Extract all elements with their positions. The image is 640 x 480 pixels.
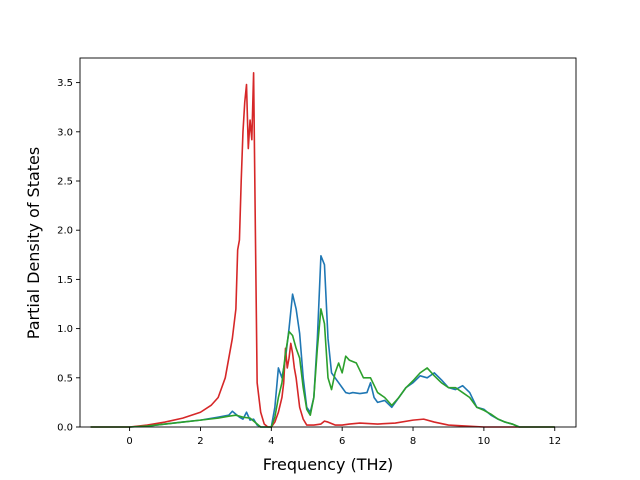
y-tick-label: 2.5 <box>57 177 73 188</box>
x-axis-ticks: 0 2 4 6 8 10 12 <box>126 427 561 447</box>
y-tick-label: 0.0 <box>57 423 73 434</box>
x-tick-label: 2 <box>197 436 203 447</box>
y-axis-ticks: 0.0 0.5 1.0 1.5 2.0 2.5 3.0 3.5 <box>57 78 80 434</box>
x-axis-label: Frequency (THz) <box>263 455 393 474</box>
x-tick-label: 4 <box>268 436 274 447</box>
x-tick-label: 6 <box>339 436 345 447</box>
x-tick-label: 8 <box>410 436 416 447</box>
axes-frame <box>79 57 577 428</box>
x-tick-label: 12 <box>548 436 561 447</box>
x-tick-label: 10 <box>478 436 491 447</box>
plot-lines <box>90 71 555 428</box>
x-tick-label: 0 <box>126 436 132 447</box>
y-tick-label: 1.5 <box>57 275 73 286</box>
series-line-2 <box>90 71 555 428</box>
y-tick-label: 1.0 <box>57 324 73 335</box>
y-tick-label: 3.5 <box>57 78 73 89</box>
y-axis-label: Partial Density of States <box>24 147 43 339</box>
plot-frame <box>79 57 577 428</box>
series-line-1 <box>90 254 555 428</box>
y-tick-label: 0.5 <box>57 373 73 384</box>
y-tick-label: 3.0 <box>57 127 73 138</box>
series-line-3 <box>90 308 555 428</box>
y-tick-label: 2.0 <box>57 226 73 237</box>
